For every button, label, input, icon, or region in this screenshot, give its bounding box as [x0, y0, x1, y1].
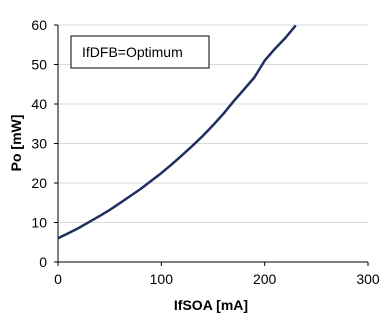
y-tick-label: 40 — [31, 96, 47, 112]
y-tick-label: 60 — [31, 17, 47, 33]
y-tick-label: 20 — [31, 175, 47, 191]
series-line — [57, 24, 297, 240]
series — [57, 24, 297, 240]
axes — [54, 24, 369, 266]
y-tick-label: 50 — [31, 57, 47, 73]
y-tick-label: 30 — [31, 136, 47, 152]
annotation-text: IfDFB=Optimum — [82, 44, 183, 60]
x-axis-title: IfSOA [mA] — [174, 297, 248, 313]
x-tick-label: 100 — [150, 271, 174, 287]
x-tick-label: 300 — [356, 271, 380, 287]
annotation-box: IfDFB=Optimum — [70, 35, 210, 69]
y-axis-title: Po [mW] — [8, 115, 24, 172]
y-tick-label: 10 — [31, 215, 47, 231]
x-tick-label: 0 — [54, 271, 62, 287]
tick-labels: 0 10 20 30 40 50 60 0 100 200 300 — [31, 17, 379, 287]
y-tick-label: 0 — [39, 254, 47, 270]
x-tick-label: 200 — [253, 271, 277, 287]
